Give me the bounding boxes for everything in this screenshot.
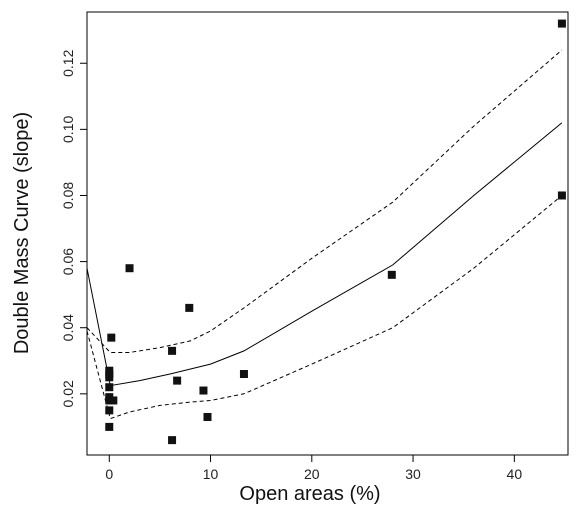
data-point xyxy=(557,19,566,28)
x-tick-label: 30 xyxy=(405,466,421,482)
data-points xyxy=(105,19,566,445)
fit-lines xyxy=(86,49,563,420)
data-point xyxy=(105,366,114,375)
plot-frame xyxy=(86,11,569,456)
lower-band-line xyxy=(86,195,563,420)
y-tick-label: 0.04 xyxy=(60,314,76,341)
data-point xyxy=(168,346,177,355)
x-axis: 0 10 20 30 40 xyxy=(105,455,522,482)
data-point xyxy=(105,396,114,405)
data-point xyxy=(185,303,194,312)
data-point xyxy=(387,270,396,279)
data-point xyxy=(125,264,134,273)
data-point xyxy=(173,376,182,385)
data-point xyxy=(168,436,177,445)
x-tick-label: 0 xyxy=(105,466,113,482)
y-tick-label: 0.06 xyxy=(60,248,76,275)
data-point xyxy=(105,406,114,415)
data-point xyxy=(203,412,212,421)
data-point xyxy=(557,191,566,200)
y-tick-label: 0.10 xyxy=(60,116,76,143)
y-tick-label: 0.12 xyxy=(60,49,76,76)
x-tick-label: 20 xyxy=(304,466,320,482)
data-point xyxy=(199,386,208,395)
fit-line xyxy=(86,122,563,387)
data-point xyxy=(107,333,116,342)
data-point xyxy=(239,370,248,379)
x-axis-title: Open areas (%) xyxy=(239,483,380,505)
x-tick-label: 40 xyxy=(507,466,523,482)
x-tick-label: 10 xyxy=(203,466,219,482)
y-axis: 0.02 0.04 0.06 0.08 0.10 0.12 xyxy=(60,49,87,407)
upper-band-line xyxy=(86,49,563,353)
y-axis-title: Double Mass Curve (slope) xyxy=(11,112,33,354)
data-point xyxy=(105,422,114,431)
y-tick-label: 0.08 xyxy=(60,182,76,209)
y-tick-label: 0.02 xyxy=(60,380,76,407)
data-point xyxy=(109,396,118,405)
data-point xyxy=(105,383,114,392)
